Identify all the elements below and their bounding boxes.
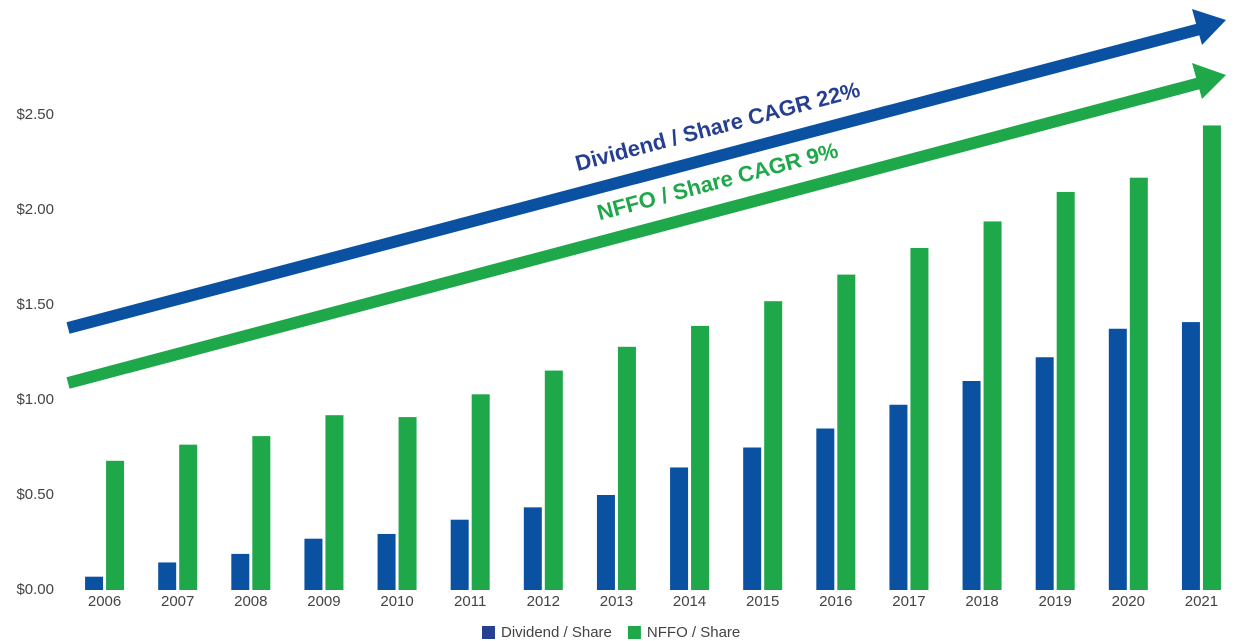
bar: [231, 553, 250, 590]
bar: [764, 301, 783, 590]
bar: [910, 248, 929, 590]
bar: [158, 562, 177, 590]
x-tick-label: 2007: [161, 593, 194, 610]
x-tick-label: 2018: [965, 593, 998, 610]
x-tick-label: 2008: [234, 593, 267, 610]
x-tick-label: 2012: [527, 593, 560, 610]
y-tick-label: $2.00: [16, 201, 54, 218]
legend-swatch: [482, 626, 495, 639]
y-tick-label: $2.50: [16, 106, 54, 123]
bar: [983, 221, 1002, 590]
bar: [450, 519, 469, 590]
nffo-arrow: [66, 63, 1226, 389]
legend-label: NFFO / Share: [647, 624, 740, 641]
bar: [670, 467, 689, 590]
bar: [1202, 125, 1221, 590]
x-tick-label: 2020: [1112, 593, 1145, 610]
bar: [1129, 177, 1148, 590]
bar: [1056, 191, 1075, 590]
x-tick-label: 2006: [88, 593, 121, 610]
y-tick-label: $0.50: [16, 486, 54, 503]
bar: [1035, 357, 1054, 590]
bar: [179, 444, 198, 590]
bar: [106, 460, 125, 590]
bar: [304, 538, 323, 590]
bar: [471, 394, 490, 590]
bar: [252, 436, 271, 590]
bar: [85, 576, 104, 590]
bar: [523, 507, 542, 590]
bar: [816, 428, 835, 590]
bar: [889, 404, 908, 590]
x-tick-label: 2010: [380, 593, 413, 610]
x-tick-label: 2021: [1185, 593, 1218, 610]
bar: [743, 447, 762, 590]
y-tick-label: $0.00: [16, 581, 54, 598]
legend-swatch: [627, 626, 641, 639]
x-tick-label: 2014: [673, 593, 706, 610]
x-tick-label: 2013: [600, 593, 633, 610]
bar: [1181, 322, 1200, 590]
bar: [544, 370, 563, 590]
x-tick-label: 2016: [819, 593, 852, 610]
bar: [691, 325, 710, 590]
x-tick-label: 2015: [746, 593, 779, 610]
bar: [962, 381, 981, 590]
x-tick-label: 2009: [307, 593, 340, 610]
bar: [398, 417, 417, 590]
bar: [1108, 328, 1127, 590]
bar: [596, 495, 615, 590]
x-tick-label: 2019: [1039, 593, 1072, 610]
y-tick-label: $1.00: [16, 391, 54, 408]
x-tick-label: 2017: [892, 593, 925, 610]
dividend-arrow: [66, 9, 1226, 334]
legend-label: Dividend / Share: [501, 624, 612, 641]
bar: [377, 533, 396, 590]
x-tick-label: 2011: [454, 593, 486, 610]
bar: [837, 274, 856, 590]
bar: [325, 415, 344, 590]
y-tick-label: $1.50: [16, 296, 54, 313]
bar: [617, 346, 636, 590]
